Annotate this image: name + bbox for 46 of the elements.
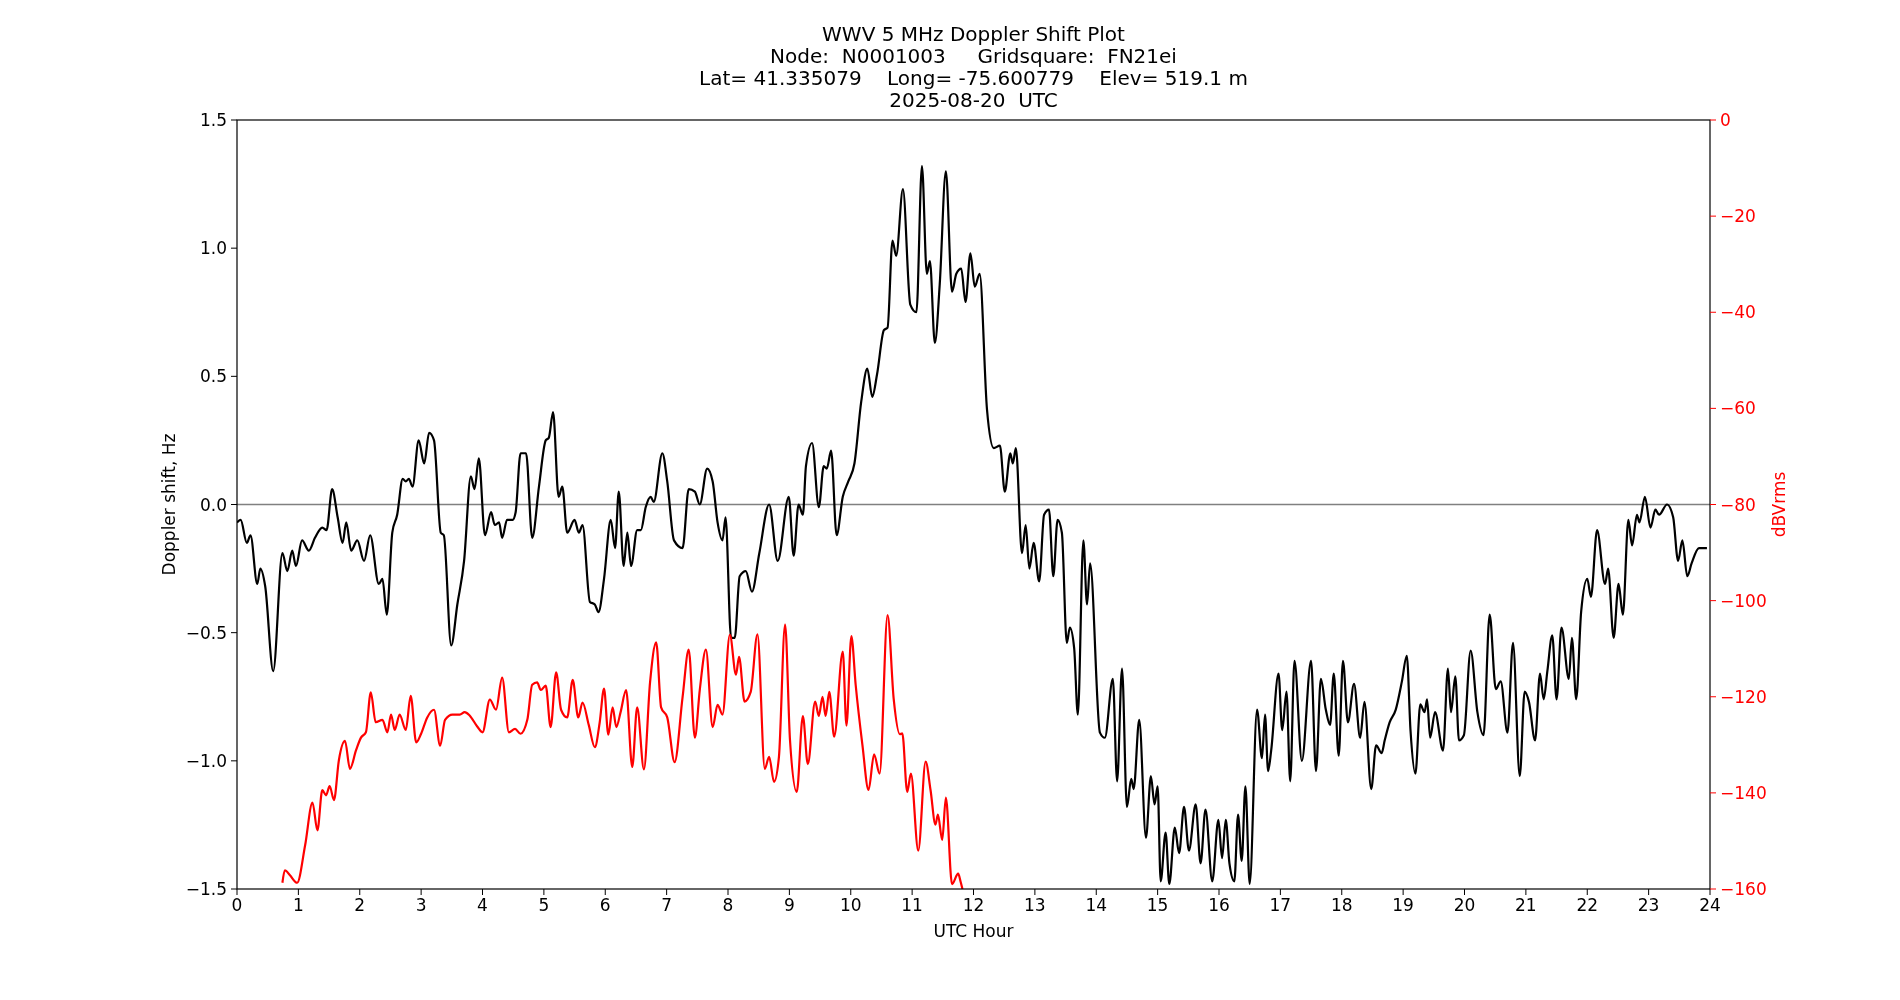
y-tick-label: 0.0 (199, 494, 227, 515)
x-tick-label: 4 (477, 895, 488, 915)
y2-tick-label: −60 (1720, 398, 1756, 419)
x-tick-label: 16 (1208, 895, 1230, 915)
x-tick-label: 6 (599, 895, 611, 915)
x-tick-label: 14 (1085, 895, 1108, 915)
line-series (281, 613, 964, 889)
x-tick-label: 3 (415, 895, 427, 915)
x-tick-label: 8 (722, 895, 734, 915)
x-tick-label: 13 (1024, 895, 1046, 915)
y2-tick-label: −80 (1720, 494, 1756, 515)
x-tick-label: 2 (354, 895, 366, 915)
x-tick-label: 9 (783, 895, 795, 915)
x-tick-label: 7 (661, 895, 673, 915)
x-tick-label: 17 (1269, 895, 1292, 915)
x-tick-label: 11 (901, 895, 923, 915)
y2-tick-label: −140 (1720, 782, 1767, 803)
y2-tick-label: −160 (1720, 879, 1767, 899)
x-tick-label: 19 (1392, 895, 1414, 915)
x-tick-label: 24 (1699, 895, 1721, 915)
chart-title: WWV 5 MHz Doppler Shift Plot Node: N0001003 Gridsquare: FN21ei Lat= 41.335079 Long= -75.600779 Elev= 519.1 m 2025-08-20 UTC (699, 22, 1248, 112)
x-tick-label: 12 (962, 895, 985, 915)
x-tick-label: 21 (1515, 895, 1537, 915)
x-tick-label: 18 (1330, 895, 1353, 915)
x-tick-label: 1 (292, 895, 304, 915)
y-tick-label: 1.5 (199, 110, 227, 130)
x-tick-label: 5 (538, 895, 550, 915)
y2-tick-label: −20 (1720, 206, 1756, 227)
y-tick-label: −1.0 (185, 750, 227, 771)
y2-tick-label: 0 (1720, 110, 1731, 130)
x-axis-title: UTC Hour (933, 921, 1014, 941)
x-tick-label: 23 (1637, 895, 1660, 915)
x-tick-label: 10 (839, 895, 862, 915)
x-tick-label: 22 (1576, 895, 1599, 915)
x-tick-label: 15 (1146, 895, 1169, 915)
y-axis-title: Doppler shift, Hz (159, 433, 179, 576)
y2-tick-label: −40 (1720, 302, 1756, 323)
x-tick-label: 0 (231, 895, 243, 915)
y-tick-label: 1.0 (199, 238, 227, 259)
y-tick-label: −0.5 (185, 622, 227, 643)
y-tick-label: 0.5 (199, 366, 227, 387)
y2-axis-title: dBVrms (1769, 471, 1789, 538)
y2-tick-label: −120 (1720, 686, 1767, 707)
y-tick-label: −1.5 (185, 879, 227, 899)
y2-tick-label: −100 (1720, 590, 1767, 611)
x-tick-label: 20 (1453, 895, 1476, 915)
